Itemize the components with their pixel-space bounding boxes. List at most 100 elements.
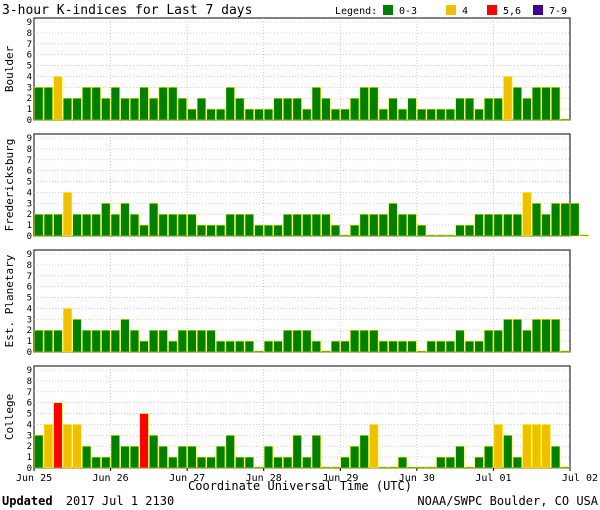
legend-swatch-4: [446, 5, 456, 15]
legend-label-7-9: 7-9: [549, 6, 567, 17]
x-tick-label: Jul 02: [562, 473, 598, 484]
x-axis-label: Coordinate Universal Time (UTC): [188, 479, 412, 493]
k-index-bar: [225, 435, 235, 469]
y-tick-label: 6: [27, 51, 32, 61]
k-index-bar: [302, 456, 312, 469]
panel-label: Boulder: [3, 45, 16, 92]
k-index-bar: [53, 329, 63, 353]
x-tick-label: Jun 25: [16, 473, 52, 484]
k-index-bar: [330, 466, 341, 469]
k-index-bar: [359, 87, 369, 121]
k-index-bar: [503, 213, 513, 237]
k-index-bar: [283, 213, 293, 237]
k-index-bar: [158, 87, 168, 121]
y-tick-label: 7: [27, 388, 32, 398]
k-index-bar: [464, 224, 475, 237]
k-index-bar: [254, 108, 264, 121]
legend-swatch-5,6: [487, 5, 497, 15]
k-index-bar: [187, 108, 197, 121]
k-index-bar: [551, 203, 561, 237]
y-tick-label: 0: [27, 464, 32, 474]
k-index-bar: [302, 108, 312, 121]
y-tick-label: 9: [27, 18, 32, 28]
k-index-bar: [72, 424, 82, 469]
y-tick-label: 2: [27, 326, 32, 336]
k-index-bar: [493, 424, 503, 469]
k-index-bar: [397, 213, 408, 237]
y-tick-label: 0: [27, 232, 32, 242]
k-index-bar: [397, 108, 408, 121]
x-tick-label: Jun 28: [246, 473, 282, 484]
y-tick-label: 8: [27, 145, 32, 155]
k-index-bar: [91, 87, 101, 121]
k-index-bar: [493, 329, 503, 353]
k-index-bar: [541, 213, 551, 237]
k-index-bar: [91, 456, 101, 469]
k-index-bar: [292, 435, 302, 469]
k-index-bar: [196, 97, 207, 121]
legend-title: Legend:: [335, 6, 377, 17]
y-tick-label: 4: [27, 420, 32, 430]
k-index-bar: [273, 340, 283, 353]
k-index-bar: [43, 424, 53, 469]
k-index-bar: [455, 445, 465, 469]
x-tick-label: Jun 29: [322, 473, 358, 484]
k-index-bar: [484, 213, 494, 237]
k-index-bar: [206, 329, 216, 353]
k-index-bar: [378, 340, 388, 353]
k-index-bar: [91, 213, 101, 237]
k-index-bar: [225, 87, 235, 121]
k-index-bar: [330, 108, 341, 121]
k-index-bar: [417, 466, 427, 469]
k-index-bar: [455, 224, 465, 237]
y-tick-label: 0: [27, 116, 32, 126]
legend-swatch-0-3: [383, 5, 393, 15]
k-index-bar: [369, 213, 379, 237]
y-tick-label: 2: [27, 210, 32, 220]
y-tick-label: 8: [27, 29, 32, 39]
k-index-bar: [254, 350, 264, 353]
k-index-bar: [283, 329, 293, 353]
k-index-bar: [244, 456, 254, 469]
k-index-bar: [216, 340, 226, 353]
k-index-bar: [120, 319, 130, 353]
k-index-bar: [187, 445, 197, 469]
x-axis-ticks: Jun 25 Jun 26 Jun 27 Jun 28 Jun 29 Jun 30 Jul …: [16, 468, 598, 484]
y-tick-label: 6: [27, 283, 32, 293]
k-index-bar: [330, 340, 341, 353]
k-index-bar: [177, 445, 187, 469]
k-index-bar: [120, 97, 130, 121]
k-index-bar: [321, 213, 331, 237]
k-index-bar: [110, 87, 120, 121]
k-index-bar: [311, 87, 321, 121]
k-index-bar: [378, 108, 388, 121]
k-index-bar: [216, 108, 226, 121]
k-index-bar: [388, 340, 398, 353]
k-index-bar: [139, 413, 149, 469]
k-index-bar: [43, 87, 53, 121]
k-index-bar: [560, 203, 570, 237]
k-index-bar: [254, 224, 264, 237]
y-tick-label: 4: [27, 72, 32, 82]
k-index-bar: [273, 97, 283, 121]
y-tick-label: 5: [27, 178, 32, 188]
k-index-bar: [350, 224, 360, 237]
k-index-bar: [158, 213, 168, 237]
k-index-bar: [436, 108, 446, 121]
k-index-bar: [82, 213, 92, 237]
k-index-bar: [512, 213, 522, 237]
k-index-bar: [34, 213, 44, 237]
k-index-bar: [551, 87, 561, 121]
footer-source: NOAA/SWPC Boulder, CO USA: [417, 494, 598, 508]
k-index-bar: [512, 456, 522, 469]
k-index-bar: [196, 456, 207, 469]
k-index-bar: [263, 108, 274, 121]
k-index-bar: [244, 213, 254, 237]
k-index-bar: [474, 108, 484, 121]
k-index-bar: [273, 456, 283, 469]
k-index-bar: [397, 340, 408, 353]
k-index-bar: [493, 213, 503, 237]
